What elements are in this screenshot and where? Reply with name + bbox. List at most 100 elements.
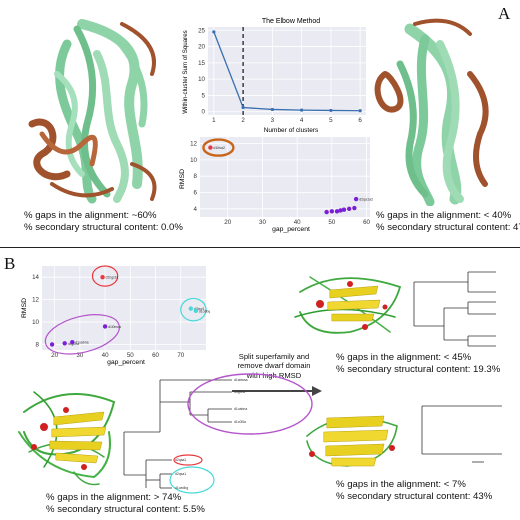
scatter-a-x-tick-label: 20: [224, 219, 231, 226]
scatter-a-x-axis-label: gap_percent: [272, 226, 310, 233]
elbow-data-point: [270, 107, 274, 112]
elbow-y-axis-label: Within-cluster Sum of Squares: [182, 30, 189, 114]
dendrogram-b-bottom: [421, 405, 502, 463]
elbow-data-point: [300, 108, 304, 112]
scatter-a-point: [346, 206, 352, 212]
caption-b-left: % gaps in the alignment: > 74% % seconda…: [46, 492, 205, 515]
scatter-b-y-tick-label: 12: [32, 297, 39, 304]
scatter-a-highlight-ring: [202, 138, 235, 157]
scatter-a-y-tick-label: 4: [194, 206, 198, 213]
scatter-b-plot-area: [42, 266, 206, 350]
scatter-b-x-tick-label: 30: [76, 352, 83, 359]
elbow-x-tick-label: 1: [212, 117, 216, 124]
elbow-data-point: [241, 105, 245, 110]
split-line-2: remove dwarf domain: [237, 361, 311, 371]
elbow-data-point: [329, 108, 333, 113]
split-line-3: with high RMSD: [246, 370, 302, 380]
protein-structure-b-main: [18, 391, 116, 486]
elbow-y-tick-label: 25: [198, 27, 205, 34]
scatter-b-point: [49, 342, 55, 347]
caption-a-right-ss: % secondary structural content: 47.7%: [376, 221, 520, 233]
scatter-a-point: [329, 209, 335, 214]
elbow-y-tick-label: 15: [198, 60, 205, 67]
dendrogram-ring-red: [173, 454, 203, 466]
elbow-data-point: [358, 109, 362, 113]
scatter-a-y-axis-label: RMSD: [179, 169, 186, 189]
scatter-b-point: [102, 324, 108, 329]
caption-a-left-ss: % secondary structural content: 0.0%: [24, 221, 183, 233]
caption-a-left-gaps: % gaps in the alignment: ~60%: [24, 210, 157, 221]
protein-structure-b-top: [294, 276, 402, 334]
protein-structure-a-right: [374, 18, 489, 206]
elbow-y-tick-label: 10: [198, 76, 205, 83]
caption-b-right-bottom: % gaps in the alignment: < 7% % secondar…: [336, 479, 492, 502]
scatter-b-x-axis-label: gap_percent: [107, 359, 145, 366]
tree-leaf-label: d1abwsa: [234, 378, 248, 382]
elbow-data-point: [212, 30, 216, 34]
split-description: Split superfamily and remove dwarf domai…: [232, 352, 316, 380]
scatter-b-x-tick-label: 70: [177, 352, 184, 359]
protein-structure-a-left: [28, 19, 157, 204]
panel-divider: [0, 247, 520, 248]
scatter-b-point-label: d1l0mca: [108, 325, 121, 329]
tree-leaf-label: d4g0ha: [234, 390, 245, 394]
scatter-b-point: [193, 308, 199, 313]
elbow-y-tick-label: 20: [198, 44, 205, 51]
scatter-b-point-label: d1o9bq: [199, 309, 210, 313]
scatter-a-point: [353, 196, 359, 202]
scatter-a-x-tick-label: 50: [328, 219, 335, 226]
caption-b-right-bottom-ss: % secondary structural content: 43%: [336, 490, 493, 502]
scatter-chart-a: 20 30 40 50 60 4 6 8 10 12 d1ifsa2 d2qa1a2 gap_per…: [179, 137, 373, 233]
caption-b-left-ss: % secondary structural content: 5.5%: [46, 503, 205, 515]
tree-leaf-label: d2qaa1: [175, 458, 186, 462]
tree-leaf-label: d2qsa1: [175, 472, 186, 476]
scatter-a-x-tick-label: 40: [294, 219, 301, 226]
caption-b-left-gaps: % gaps in the alignment: > 74%: [46, 492, 182, 503]
scatter-a-point-label: d2qa1a2: [359, 198, 373, 202]
tree-leaf-label: d1oabna: [234, 407, 247, 411]
elbow-x-tick-label: 2: [241, 117, 245, 124]
caption-a-right-gaps: % gaps in the alignment: < 40%: [376, 210, 512, 221]
elbow-plot-area: [208, 27, 366, 115]
scatter-b-y-axis-label: RMSD: [21, 298, 28, 318]
scatter-b-point: [188, 306, 194, 311]
scatter-b-y-tick-label: 14: [32, 274, 39, 281]
elbow-x-tick-label: 4: [300, 117, 304, 124]
scatter-b-x-tick-label: 50: [127, 352, 134, 359]
elbow-y-tick-label: 5: [202, 92, 206, 99]
scatter-b-y-tick-label: 10: [32, 319, 39, 326]
elbow-x-tick-label: 5: [329, 117, 333, 124]
scatter-b-cluster-ring: [180, 297, 207, 322]
dendrogram-ring-cyan: [169, 466, 215, 494]
split-arrow-icon: [232, 386, 322, 396]
scatter-b-y-tick-label: 8: [36, 341, 40, 348]
elbow-x-tick-label: 3: [271, 117, 275, 124]
panel-a-label: A: [498, 4, 511, 23]
elbow-series-line: [213, 31, 361, 112]
scatter-b-point-label: d2bgsb1: [106, 276, 119, 280]
scatter-a-point: [341, 207, 347, 212]
caption-b-right-bottom-gaps: % gaps in the alignment: < 7%: [336, 479, 466, 490]
scatter-a-point: [324, 209, 329, 215]
scatter-b-point-label: d2jwv1: [194, 307, 205, 311]
scatter-b-point-label: d1oabna: [75, 341, 88, 345]
dendrogram-ring-purple: [187, 373, 313, 435]
caption-a-right: % gaps in the alignment: < 40% % seconda…: [376, 210, 520, 233]
elbow-y-tick-label: 0: [202, 109, 206, 116]
scatter-a-y-tick-label: 10: [190, 157, 197, 164]
elbow-x-tick-label: 6: [358, 117, 362, 124]
elbow-x-axis-label: Number of clusters: [264, 127, 319, 134]
panel-b-label: B: [4, 254, 16, 273]
scatter-a-point: [334, 209, 340, 214]
scatter-b-cluster-ring: [44, 314, 120, 355]
scatter-a-x-tick-label: 60: [363, 219, 370, 226]
elbow-chart: 1 2 3 4 5 6 0 5 10 15 20 25 The Elbow Method Number…: [182, 18, 366, 134]
scatter-a-x-tick-label: 30: [259, 219, 266, 226]
caption-a-left: % gaps in the alignment: ~60% % secondar…: [24, 210, 183, 233]
caption-b-right-top-ss: % secondary structural content: 19.3%: [336, 363, 501, 375]
dendrogram-b-top: [413, 271, 496, 347]
tree-leaf-label: d1c0i5a: [234, 420, 246, 424]
elbow-chart-title: The Elbow Method: [262, 18, 320, 25]
scatter-a-point-label: d1ifsa2: [213, 146, 225, 150]
